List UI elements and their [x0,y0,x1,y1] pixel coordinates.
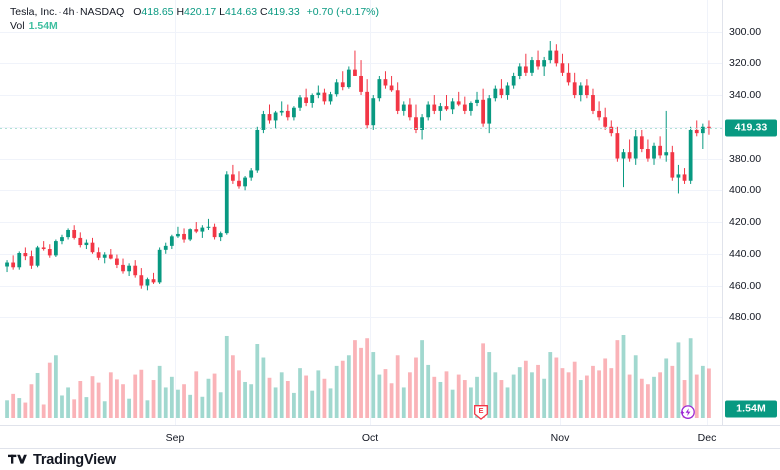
candlestick-series [0,41,722,418]
chart-gridlines [0,0,722,425]
ohlc-close-key: C [259,6,268,18]
time-tick-label: Sep [165,432,185,444]
chart-plot-area[interactable] [0,0,722,425]
legend-line-symbol: Tesla, Inc.·4h·NASDAQ O418.65 H420.17 L4… [10,5,379,19]
ohlc-open-key: O [133,6,142,18]
ohlc-high-value: 420.17 [184,6,217,18]
price-tick-label: 300.00 [729,25,762,38]
price-tick-label: 420.00 [729,216,762,229]
tradingview-wordmark: TradingView [33,452,116,468]
volume-value: 1.54M [28,20,58,32]
ohlc-close-value: 419.33 [267,6,300,18]
last-volume-badge: 1.54M [725,400,777,418]
ohlc-high-key: H [176,6,185,18]
ohlc-open-value: 418.65 [141,6,174,18]
ohlc-high: H420.17 [176,6,216,18]
time-scale[interactable]: Sep Oct Nov Dec [0,425,780,449]
legend-line-volume: Vol 1.54M [10,19,379,33]
tradingview-mark-icon [8,454,27,464]
price-tick-label: 400.00 [729,184,762,197]
earnings-shield-icon: E [474,405,488,420]
ai-sparkle-icon [680,405,695,419]
ohlc-low-value: 414.63 [224,6,258,18]
time-tick-label: Oct [361,432,379,444]
price-tick-label: 340.00 [729,89,762,102]
price-tick-label: 320.00 [729,57,762,70]
ohlc-low-key: L [219,6,225,18]
time-tick-label: Dec [697,432,717,444]
interval-label[interactable]: 4h [62,6,75,18]
exchange-label: NASDAQ [79,6,125,18]
price-tick-label: 380.00 [729,152,762,165]
volume-key: Vol [10,20,25,32]
svg-text:E: E [478,406,483,415]
earnings-marker[interactable]: E [474,405,489,426]
ai-event-marker[interactable] [679,403,697,426]
price-change: +0.70 (+0.17%) [306,6,380,18]
legend-separator-2: · [75,6,79,18]
time-tick-label: Nov [550,432,570,444]
chart-legend: Tesla, Inc.·4h·NASDAQ O418.65 H420.17 L4… [10,5,379,33]
ohlc-open: O418.65 [133,6,173,18]
ohlc-low: L414.63 [219,6,257,18]
price-tick-label: 480.00 [729,311,762,324]
price-scale[interactable]: 480.00460.00440.00420.00400.00380.00360.… [722,0,780,425]
price-tick-label: 460.00 [729,279,762,292]
legend-separator-1: · [58,6,62,18]
ohlc-close: C419.33 [260,6,300,18]
symbol-name[interactable]: Tesla, Inc. [10,6,58,18]
tradingview-logo[interactable]: TradingView [8,452,116,468]
price-tick-label: 440.00 [729,247,762,260]
last-price-badge: 419.33 [725,119,777,137]
